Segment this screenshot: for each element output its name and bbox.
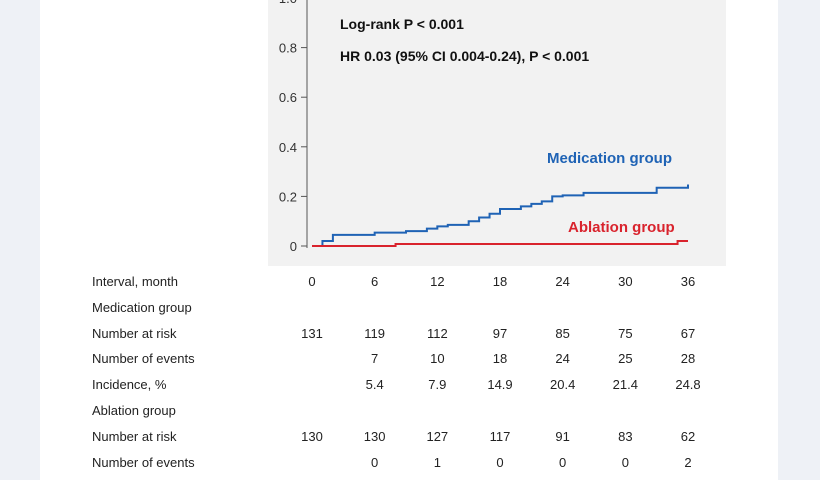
month-cell: 24 xyxy=(555,274,570,289)
ablation-at-risk-cell: 91 xyxy=(555,429,570,444)
y-tick-label: 0 xyxy=(290,239,297,254)
month-cell: 6 xyxy=(371,274,379,289)
y-tick-label: 0.2 xyxy=(279,189,297,204)
medication-at-risk-cell: 85 xyxy=(555,326,570,341)
medication-at-risk-cell: 131 xyxy=(301,326,323,341)
medication-at-risk-cell: 119 xyxy=(364,326,386,341)
medication-at-risk-cell: 112 xyxy=(426,326,448,341)
ablation-events-cell: 1 xyxy=(433,455,441,470)
ablation-events-cell: 0 xyxy=(371,455,379,470)
medication-events-cell: 18 xyxy=(492,351,508,366)
medication-events-cell: 7 xyxy=(371,351,379,366)
month-cell: 0 xyxy=(308,274,316,289)
medication-events-label: Number of events xyxy=(92,351,195,366)
medication-incidence-row: Incidence, % 5.4 7.9 14.9 20.4 21.4 24.8 xyxy=(0,377,820,397)
y-tick-label: 0.8 xyxy=(279,41,297,56)
medication-events-cell: 10 xyxy=(430,351,445,366)
medication-at-risk-row: Number at risk 131 119 112 97 85 75 67 xyxy=(0,326,820,346)
medication-incidence-cell: 5.4 xyxy=(365,377,384,392)
ablation-events-cell: 0 xyxy=(621,455,629,470)
month-cell: 36 xyxy=(680,274,696,289)
medication-incidence-cell: 21.4 xyxy=(612,377,638,392)
month-cell: 18 xyxy=(492,274,508,289)
ablation-at-risk-cell: 62 xyxy=(680,429,696,444)
series-layer xyxy=(312,184,689,247)
y-tick-label: 0.4 xyxy=(279,140,297,155)
ablation-at-risk-cell: 117 xyxy=(489,429,511,444)
ablation-at-risk-label: Number at risk xyxy=(92,429,177,444)
y-tick-label: 0.6 xyxy=(279,90,297,105)
ablation-at-risk-row: Number at risk 130 130 127 117 91 83 62 xyxy=(0,429,820,449)
logrank-annotation: Log-rank P < 0.001 xyxy=(340,16,464,32)
ablation-events-cell: 0 xyxy=(496,455,504,470)
ablation-at-risk-cell: 130 xyxy=(363,429,386,444)
ablation-events-cell: 0 xyxy=(559,455,567,470)
ablation-events-row: Number of events 0 1 0 0 0 2 xyxy=(0,455,820,475)
medication-at-risk-label: Number at risk xyxy=(92,326,177,341)
ablation-at-risk-cell: 130 xyxy=(301,429,323,444)
interval-row: Interval, month 0 6 12 18 24 30 36 xyxy=(0,274,820,294)
medication-at-risk-cell: 97 xyxy=(492,326,508,341)
medication-incidence-cell: 24.8 xyxy=(675,377,701,392)
medication-events-row: Number of events 7 10 18 24 25 28 xyxy=(0,351,820,371)
medication-incidence-label: Incidence, % xyxy=(92,377,167,392)
medication-events-cell: 25 xyxy=(618,351,633,366)
ablation-header: Ablation group xyxy=(92,403,176,418)
ablation-at-risk-cell: 127 xyxy=(426,429,449,444)
medication-at-risk-cell: 75 xyxy=(618,326,633,341)
medication-incidence-cell: 20.4 xyxy=(550,377,576,392)
medication-incidence-cell: 7.9 xyxy=(428,377,447,392)
medication-header: Medication group xyxy=(92,300,192,315)
medication-events-cell: 28 xyxy=(680,351,696,366)
ablation-header-row: Ablation group xyxy=(0,403,820,423)
km-chart: 0 0.2 0.4 0.6 0.8 1.0 Log-rank P < 0.001 HR 0… xyxy=(279,0,689,254)
medication-at-risk-cell: 67 xyxy=(680,326,696,341)
plot-area xyxy=(268,0,726,266)
medication-series-label: Medication group xyxy=(547,150,672,167)
ablation-at-risk-cell: 83 xyxy=(618,429,633,444)
ablation-events-cell: 2 xyxy=(684,455,692,470)
y-axis: 0 0.2 0.4 0.6 0.8 1.0 xyxy=(279,0,308,254)
interval-label: Interval, month xyxy=(92,274,178,289)
y-tick-label: 1.0 xyxy=(279,0,297,6)
medication-events-cell: 24 xyxy=(555,351,570,366)
ablation-step-line xyxy=(312,240,688,247)
hr-annotation: HR 0.03 (95% CI 0.004-0.24), P < 0.001 xyxy=(340,48,589,64)
medication-header-row: Medication group xyxy=(0,300,820,320)
ablation-events-label: Number of events xyxy=(92,455,195,470)
month-cell: 30 xyxy=(618,274,633,289)
medication-step-line xyxy=(312,184,689,247)
medication-incidence-cell: 14.9 xyxy=(487,377,513,392)
ablation-series-label: Ablation group xyxy=(568,219,675,236)
month-cell: 12 xyxy=(430,274,445,289)
